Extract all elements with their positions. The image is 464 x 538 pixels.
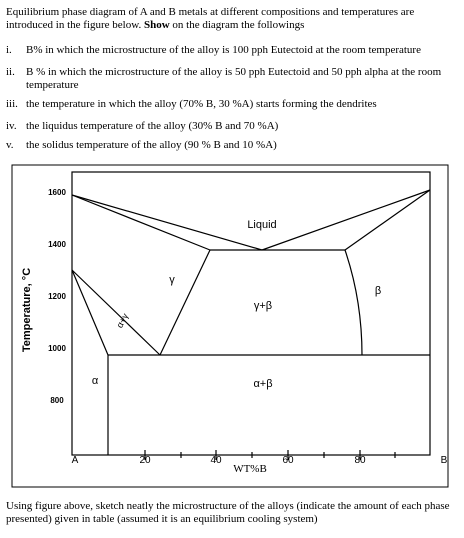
list-item: iv. the liquidus temperature of the alloy…	[6, 120, 458, 133]
item-text: the temperature in which the alloy (70% …	[26, 98, 377, 110]
region-label: α+β	[253, 378, 272, 390]
y-tick-labels: 1600 1400 1200 1000 800	[48, 188, 66, 405]
item-text: the liquidus temperature of the alloy (3…	[26, 120, 279, 132]
y-tick-label: 800	[50, 396, 64, 405]
x-tick-label: 80	[354, 455, 366, 466]
item-text: B % in which the microstructure of the a…	[26, 66, 442, 91]
figure-frame	[11, 164, 449, 488]
region-label: β	[375, 285, 381, 297]
list-item: i. B% in which the microstructure of the …	[6, 44, 458, 57]
list-item: v. the solidus temperature of the alloy (…	[6, 139, 458, 152]
intro: Equilibrium phase diagram of A and B met…	[6, 6, 458, 32]
x-axis-label: WT%B	[233, 463, 267, 475]
intro-bold: Show	[143, 19, 170, 31]
x-tick-label: 40	[210, 455, 222, 466]
y-tick-label: 1400	[48, 240, 66, 249]
item-text: the solidus temperature of the alloy (90…	[26, 139, 277, 151]
footer: Using figure above, sketch neatly the mi…	[6, 500, 450, 525]
item-number: i.	[6, 44, 12, 56]
item-number: ii.	[6, 66, 15, 78]
phase-lines	[71, 189, 431, 460]
item-text: B% in which the microstructure of the al…	[26, 44, 421, 56]
x-tick-label: 20	[139, 455, 151, 466]
item-number: iii.	[6, 98, 18, 110]
y-tick-label: 1200	[48, 292, 66, 301]
region-label: γ+β	[254, 300, 272, 312]
x-tick-label: B	[441, 455, 448, 466]
y-tick-label: 1000	[48, 344, 66, 353]
region-label: γ	[169, 274, 175, 286]
region-label: Liquid	[247, 219, 276, 231]
list-item: iii. the temperature in which the alloy (…	[6, 98, 458, 111]
intro-text: on the diagram the followings	[169, 19, 305, 31]
item-number: v.	[6, 139, 14, 151]
intro-text: Equilibrium phase diagram of A and B met…	[6, 6, 415, 31]
list-item: ii. B % in which the microstructure of th…	[6, 66, 458, 92]
item-number: iv.	[6, 120, 17, 132]
x-tick-labels: A 20 40 60 80 B	[72, 455, 448, 466]
region-label: α	[92, 375, 99, 387]
x-tick-label: 60	[282, 455, 294, 466]
plot-box	[71, 171, 431, 456]
x-tick-label: A	[72, 455, 79, 466]
y-tick-label: 1600	[48, 188, 66, 197]
y-axis-label: Temperature, °C	[21, 268, 33, 352]
